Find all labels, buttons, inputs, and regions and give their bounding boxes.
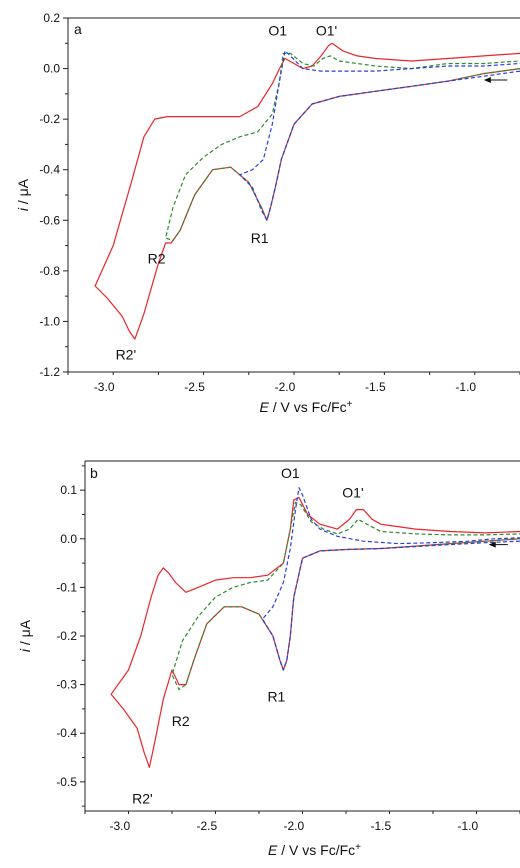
series-line-red bbox=[110, 496, 520, 768]
x-tick-label: -2.5 bbox=[184, 380, 205, 394]
x-tick-label: -2.0 bbox=[275, 380, 296, 394]
y-tick-label: -1.0 bbox=[39, 314, 60, 328]
x-tick-label: -1.0 bbox=[457, 819, 478, 833]
y-tick-label: 0.0 bbox=[60, 532, 77, 546]
peak-annotation: R2' bbox=[116, 346, 137, 362]
x-axis-title: E / V vs Fc/Fc+ bbox=[260, 399, 353, 416]
series-line-green bbox=[165, 52, 520, 242]
panel-b: -3.0 -2.5 -2.0 -1.5 -1.0 -0.5 -0.4 -0.3 -0.2 -0.1… bbox=[17, 460, 520, 859]
peak-annotation: R2 bbox=[148, 250, 166, 266]
series-line-blue bbox=[261, 487, 520, 671]
series-line-green bbox=[171, 501, 520, 691]
x-tick-label: -1.5 bbox=[370, 819, 391, 833]
y-tick-label: 0.0 bbox=[43, 62, 60, 76]
y-tick-label: -0.3 bbox=[56, 678, 77, 692]
peak-annotation: R1 bbox=[251, 230, 269, 246]
y-tick-label: 0.2 bbox=[43, 11, 60, 25]
y-tick-label: -1.2 bbox=[39, 365, 60, 379]
y-tick-label: -0.6 bbox=[39, 213, 60, 227]
peak-annotation: O1' bbox=[316, 23, 337, 39]
y-tick-label: 0.1 bbox=[60, 483, 77, 497]
peak-annotation: R2 bbox=[172, 713, 190, 729]
series-group bbox=[94, 42, 520, 340]
x-axis-title: E / V vs Fc/Fc+ bbox=[268, 842, 361, 859]
y-tick-label: -0.2 bbox=[39, 112, 60, 126]
peak-annotation: O1' bbox=[342, 484, 363, 500]
x-tick-label: -3.0 bbox=[94, 380, 115, 394]
y-axis-title: i / μA bbox=[15, 178, 31, 211]
x-tick-label: -1.0 bbox=[455, 380, 476, 394]
x-tick-label: -1.5 bbox=[365, 380, 386, 394]
panel-label: b bbox=[90, 465, 98, 481]
peak-annotation: R1 bbox=[267, 689, 285, 705]
x-tick-label: -2.5 bbox=[196, 819, 217, 833]
y-tick-label: -0.1 bbox=[56, 580, 77, 594]
scan-arrow-head bbox=[483, 76, 491, 83]
y-tick-label: -0.8 bbox=[39, 264, 60, 278]
peak-annotation: R2' bbox=[132, 791, 153, 807]
peak-annotation: O1 bbox=[281, 465, 300, 481]
series-group bbox=[110, 487, 520, 768]
x-tick-label: -2.0 bbox=[283, 819, 304, 833]
scan-arrow-head bbox=[488, 541, 496, 548]
peak-annotation: O1 bbox=[268, 23, 287, 39]
y-tick-label: -0.5 bbox=[56, 775, 77, 789]
series-line-red bbox=[94, 42, 520, 340]
panel-a: -3.0 -2.5 -2.0 -1.5 -1.0 -1.2 -1.0 -0.8 -0.6 -0.4… bbox=[15, 11, 520, 415]
series-line-blue bbox=[239, 50, 520, 221]
panel-label: a bbox=[74, 21, 82, 37]
y-tick-label: -0.4 bbox=[39, 163, 60, 177]
y-tick-label: -0.4 bbox=[56, 726, 77, 740]
y-tick-label: -0.2 bbox=[56, 629, 77, 643]
x-tick-label: -3.0 bbox=[109, 819, 130, 833]
y-axis-title: i / μA bbox=[17, 619, 33, 652]
